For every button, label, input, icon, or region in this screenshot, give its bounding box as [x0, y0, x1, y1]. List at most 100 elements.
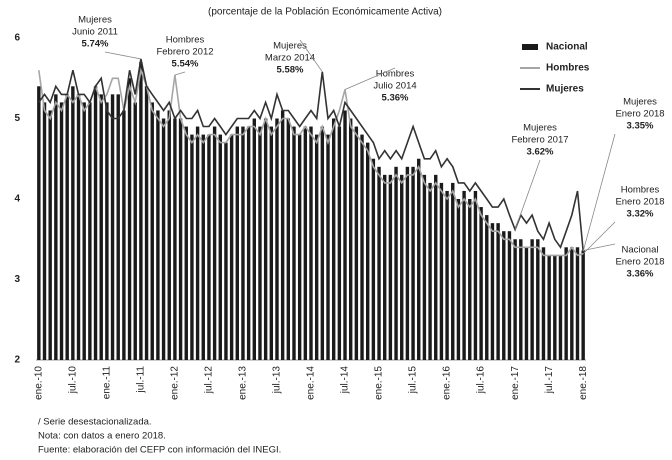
bar: [235, 126, 239, 360]
bar: [383, 174, 387, 360]
bar: [212, 126, 217, 360]
y-tick-label: 5: [14, 113, 20, 124]
bar: [48, 110, 52, 360]
bar: [388, 174, 393, 360]
annotation-leader: [299, 39, 323, 73]
bar: [258, 126, 262, 360]
footnote: Nota: con datos a enero 2018.: [38, 431, 166, 442]
bar: [462, 190, 466, 360]
x-tick-label: ene.-15: [374, 366, 385, 400]
annotation: Mujeres: [623, 97, 657, 108]
x-tick-label: ene.-14: [306, 366, 317, 400]
bar: [156, 110, 160, 360]
bar: [473, 190, 478, 360]
annotation: Junio 2011: [72, 27, 118, 38]
bar: [224, 142, 228, 360]
x-tick-label: jul.-14: [340, 366, 351, 395]
x-tick-label: jul.-11: [136, 366, 147, 394]
bar: [434, 174, 438, 360]
annotation-leader: [344, 67, 396, 90]
bar: [252, 118, 256, 360]
bar: [229, 134, 234, 360]
bar: [263, 118, 268, 360]
bar: [354, 126, 359, 360]
bar: [88, 102, 92, 361]
annotation-leader: [514, 159, 541, 230]
bar: [173, 118, 177, 360]
bar: [76, 94, 81, 360]
x-tick-label: ene.-13: [238, 366, 249, 400]
x-tick-label: ene.-10: [33, 366, 44, 400]
bar: [133, 102, 137, 361]
x-tick-label: ene.-11: [102, 366, 113, 400]
bar: [360, 134, 364, 360]
bar: [326, 134, 330, 360]
bar: [303, 126, 308, 360]
bar: [524, 247, 529, 360]
annotation: 5.74%: [82, 39, 109, 50]
annotation: 5.36%: [382, 93, 409, 104]
y-tick-label: 2: [14, 355, 20, 366]
bar: [377, 166, 381, 360]
annotation: Julio 2014: [373, 81, 416, 92]
bar: [320, 126, 325, 360]
annotation: Mujeres: [78, 15, 112, 26]
bar: [519, 239, 523, 360]
bar: [314, 134, 319, 360]
annotation: Nacional: [622, 245, 659, 256]
bar: [184, 126, 188, 360]
bar: [553, 255, 557, 360]
x-tick-label: jul.-10: [67, 366, 78, 395]
bar: [422, 174, 427, 360]
bar: [366, 142, 370, 360]
bar: [451, 182, 455, 360]
bar: [570, 247, 574, 360]
bar: [127, 78, 132, 360]
x-tick-label: ene.-16: [442, 366, 453, 400]
bar: [297, 134, 302, 360]
bar: [405, 166, 410, 360]
bar: [309, 126, 313, 360]
y-tick-label: 6: [14, 33, 20, 44]
bar: [122, 110, 126, 360]
annotation: 3.35%: [627, 121, 654, 132]
bar: [275, 118, 279, 360]
bar: [400, 174, 404, 360]
bar: [581, 250, 585, 360]
bar: [65, 94, 69, 360]
bar: [207, 134, 211, 360]
annotation: Enero 2018: [615, 197, 664, 208]
annotation: Hombres: [621, 185, 660, 196]
annotation: Mujeres: [273, 41, 307, 52]
bar: [195, 126, 200, 360]
bar: [468, 199, 472, 360]
annotation: Febrero 2017: [511, 135, 568, 146]
annotation: Febrero 2012: [156, 47, 213, 58]
bar: [348, 118, 353, 360]
bar: [575, 247, 580, 360]
x-tick-label: jul.-13: [272, 366, 283, 395]
annotation: 5.58%: [277, 65, 304, 76]
bar: [110, 94, 115, 360]
x-tick-label: jul.-15: [408, 366, 419, 395]
bar: [82, 102, 86, 361]
bar: [564, 247, 568, 360]
bar: [93, 86, 98, 361]
bar: [417, 158, 421, 360]
annotation: Enero 2018: [615, 109, 664, 120]
annotation-leader: [583, 243, 616, 251]
bar: [337, 126, 342, 360]
footnote: / Serie desestacionalizada.: [38, 417, 152, 428]
bar: [541, 247, 546, 360]
legend-label: Mujeres: [546, 84, 584, 95]
x-tick-label: jul.-12: [204, 366, 215, 395]
bar: [286, 118, 291, 360]
bar: [547, 255, 551, 360]
line-series: [38, 58, 584, 252]
bar: [167, 110, 171, 360]
bar: [439, 182, 444, 360]
x-tick-label: jul.-16: [476, 366, 487, 395]
annotation-leader: [104, 51, 141, 60]
annotation: 3.32%: [627, 209, 654, 220]
